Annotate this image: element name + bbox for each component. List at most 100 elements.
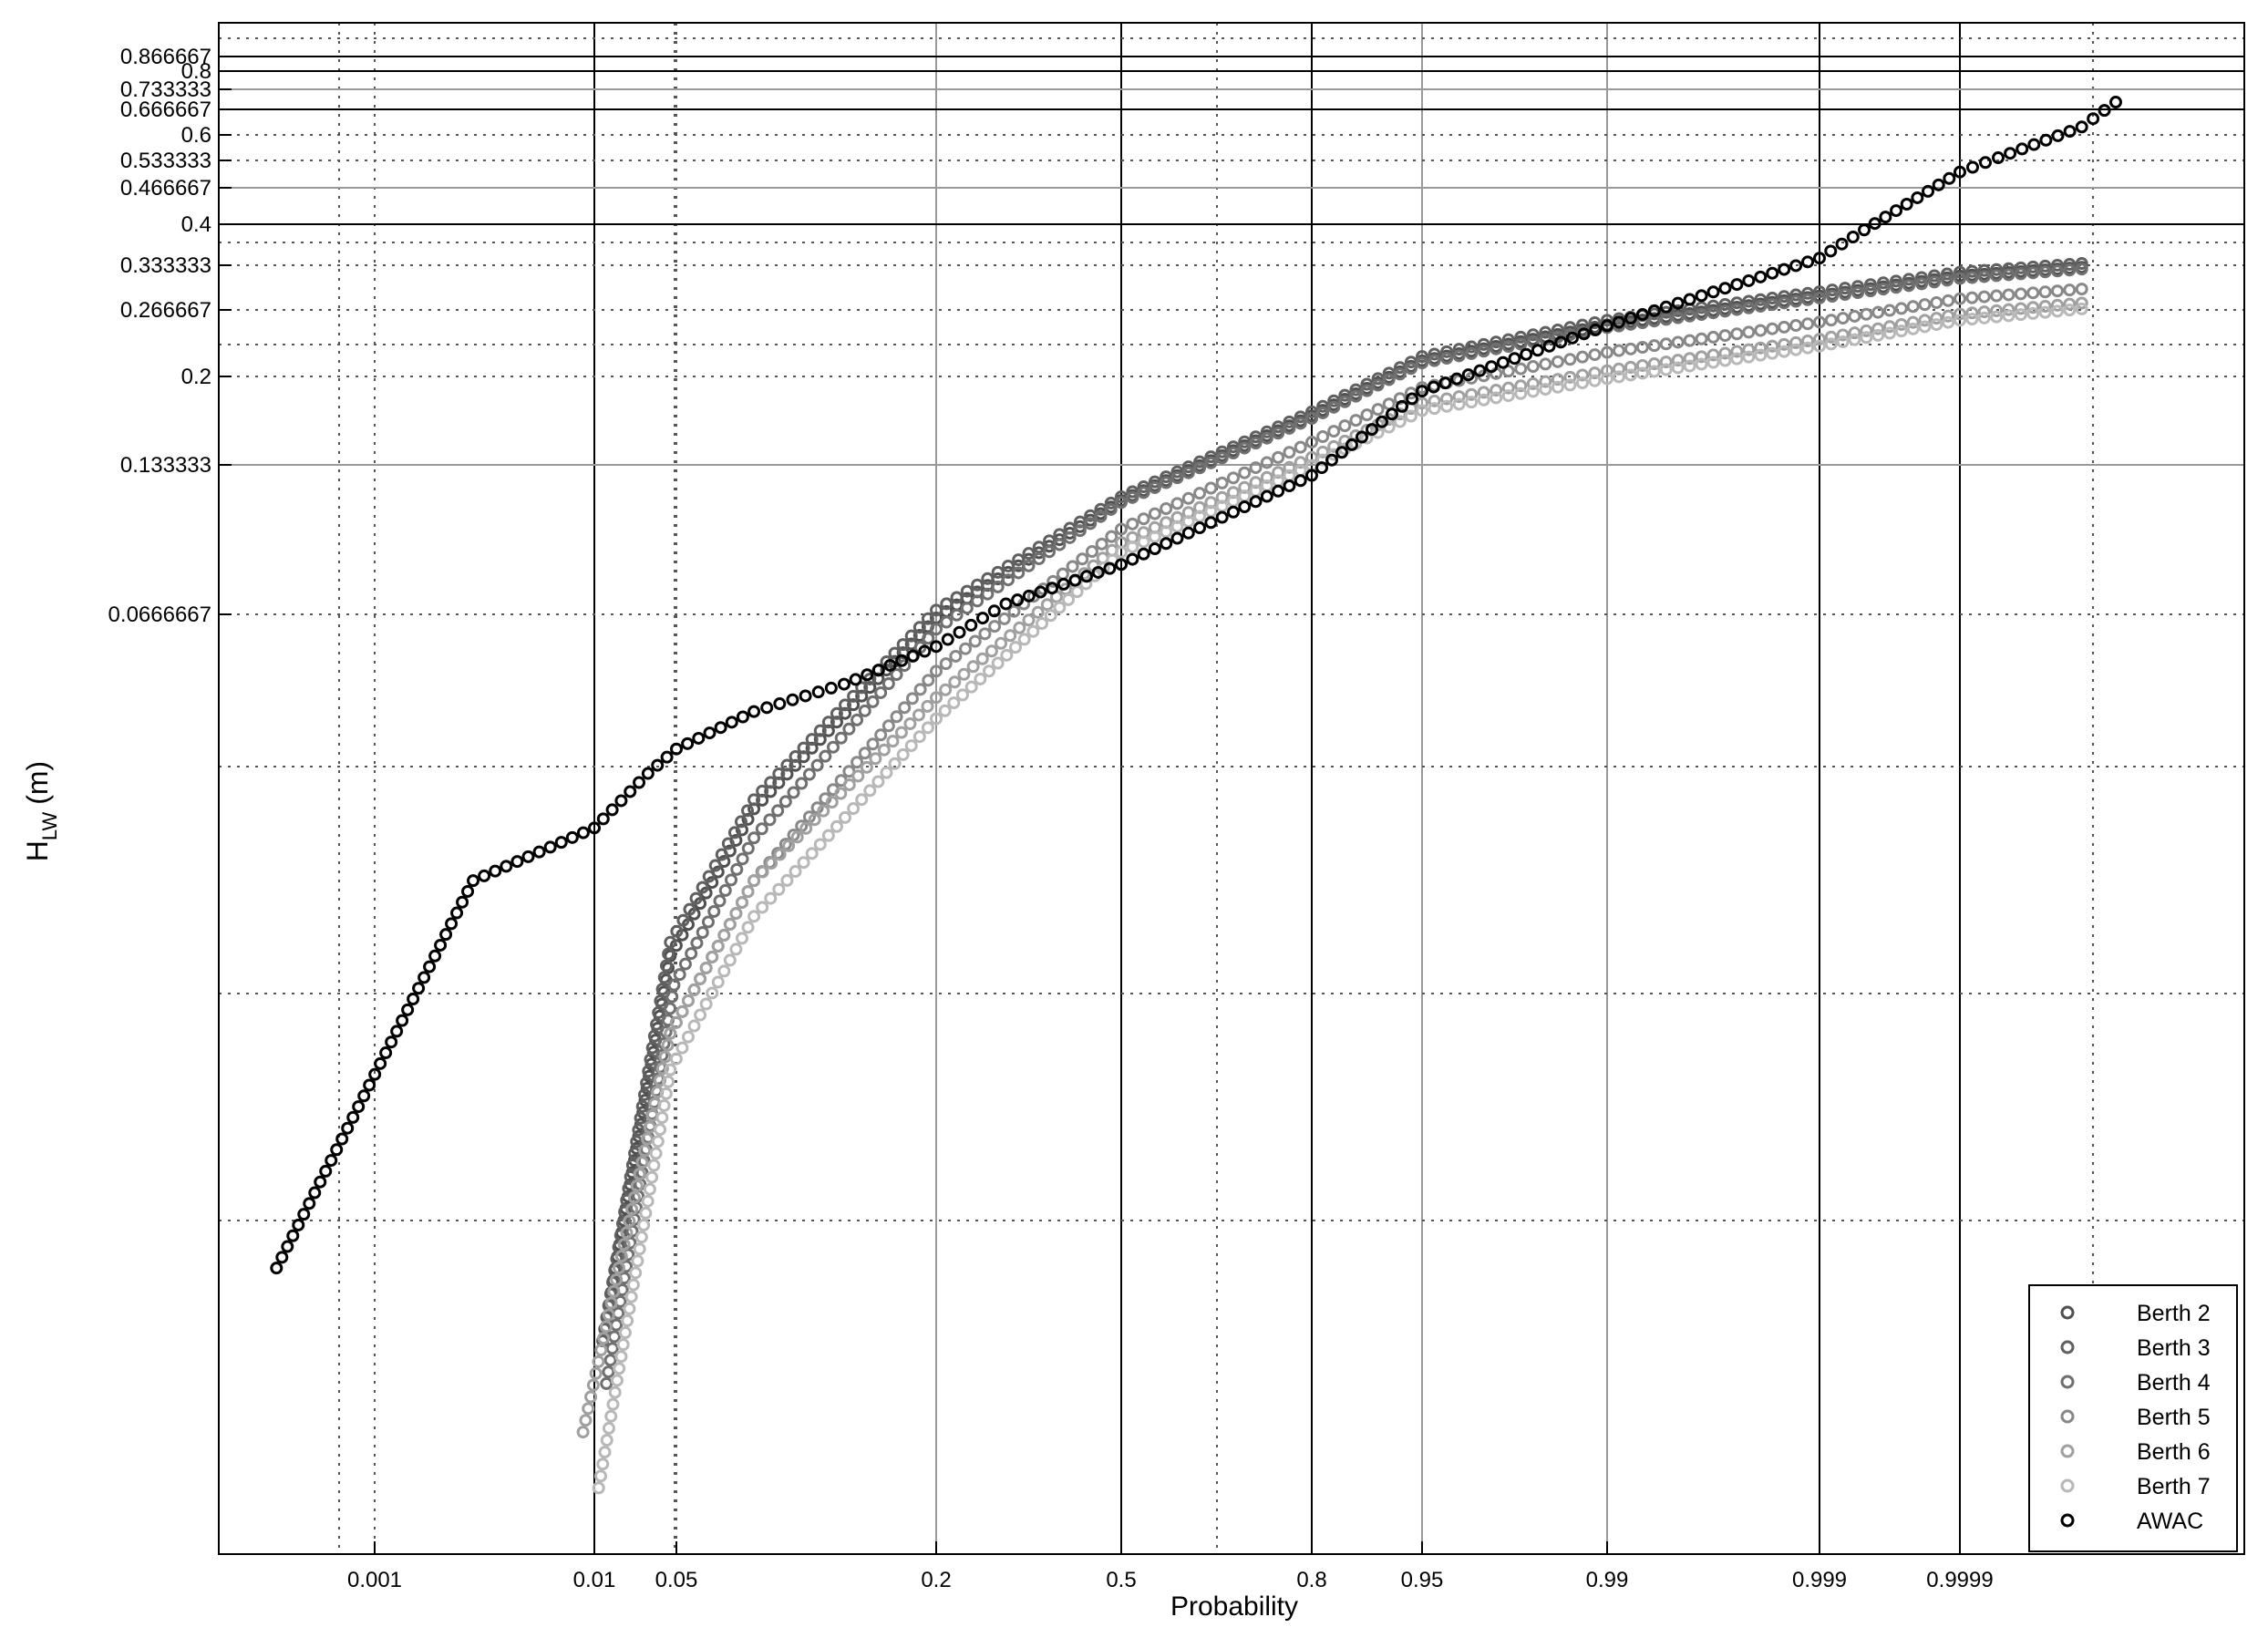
data-point (1094, 510, 1108, 523)
data-point (1977, 270, 1991, 283)
data-point (1514, 362, 1528, 376)
data-point (1305, 450, 1318, 464)
data-point (729, 907, 743, 921)
data-point (960, 584, 974, 598)
data-point (602, 1421, 615, 1435)
x-tick-label: 0.8 (1296, 1568, 1326, 1592)
legend-label: Berth 4 (2137, 1370, 2211, 1396)
data-point (1835, 237, 1849, 251)
legend: Berth 2 Berth 3 Berth 4 Berth 5 Berth 6 Berth… (2028, 1284, 2238, 1552)
data-point (701, 915, 715, 929)
data-point (1918, 314, 1932, 327)
data-point (1226, 505, 1240, 519)
data-point (837, 677, 850, 691)
data-point (1514, 379, 1528, 393)
data-point (789, 750, 802, 764)
data-point (1316, 445, 1330, 458)
data-point (1860, 324, 1873, 337)
data-point (1890, 204, 1903, 218)
data-point (1539, 325, 1552, 339)
data-point (968, 634, 982, 648)
data-point (723, 953, 737, 967)
data-point (1011, 593, 1025, 607)
data-point (991, 580, 1005, 593)
data-point (1718, 354, 1732, 367)
data-point (676, 913, 690, 927)
data-point (637, 1087, 651, 1101)
data-point (1440, 392, 1454, 406)
data-point (1416, 356, 1428, 370)
data-point (576, 1426, 590, 1439)
data-point (1115, 496, 1128, 510)
data-point (694, 1008, 707, 1022)
data-point (1990, 269, 2004, 283)
data-point (1563, 370, 1577, 384)
data-point (1954, 307, 1966, 321)
data-point (1754, 341, 1768, 355)
data-point (1148, 507, 1161, 520)
data-point (1068, 573, 1082, 587)
data-point (1204, 456, 1218, 469)
data-point (521, 850, 535, 863)
data-point (1283, 460, 1296, 474)
data-point (554, 836, 568, 850)
data-point (799, 689, 812, 703)
data-point (1465, 340, 1479, 354)
data-point (617, 1272, 631, 1285)
data-point (1801, 286, 1815, 300)
data-point (1181, 526, 1195, 540)
data-point (1695, 357, 1708, 371)
data-point (1404, 362, 1418, 376)
data-point (665, 990, 679, 1004)
data-point (1091, 565, 1105, 579)
data-point (1635, 358, 1649, 372)
data-point (817, 804, 830, 818)
data-point (1404, 409, 1418, 423)
data-point (1080, 570, 1094, 583)
data-point (664, 1026, 677, 1040)
data-point (1954, 272, 1966, 285)
data-point (1742, 325, 1756, 339)
data-point (379, 1046, 393, 1060)
data-point (991, 565, 1005, 579)
legend-box (2028, 1284, 2238, 1552)
data-point (1137, 535, 1150, 549)
data-point (912, 730, 926, 744)
data-point (1848, 309, 1861, 323)
y-axis-label-main: H (21, 840, 54, 861)
data-point (1851, 280, 1864, 294)
data-point (708, 859, 722, 872)
data-point (2063, 263, 2077, 277)
x-tick-label: 0.999 (1792, 1568, 1847, 1592)
data-point (950, 591, 964, 604)
data-point (819, 749, 832, 763)
data-point (683, 902, 696, 916)
data-point (1990, 289, 2004, 303)
data-point (940, 597, 954, 611)
data-point (2002, 268, 2015, 282)
plot-frame (218, 22, 2245, 1555)
data-point (735, 932, 748, 945)
data-point (1683, 334, 1696, 347)
x-tick-label: 0.05 (655, 1568, 698, 1592)
data-point (1742, 273, 1756, 287)
data-point (1918, 298, 1932, 312)
data-point (385, 1035, 398, 1049)
x-tick-label: 0.95 (1401, 1568, 1444, 1592)
data-point (1754, 299, 1768, 313)
data-point (598, 1446, 612, 1459)
data-point (1170, 520, 1184, 533)
data-point (633, 1242, 646, 1256)
data-point (797, 741, 810, 755)
data-point (660, 750, 674, 764)
data-point (363, 1078, 376, 1092)
data-point (851, 769, 865, 783)
data-point (314, 1175, 327, 1189)
x-tick-label: 0.5 (1106, 1568, 1136, 1592)
data-point (1742, 301, 1756, 314)
data-point (467, 874, 480, 888)
data-point (335, 1132, 349, 1146)
data-point (1294, 417, 1307, 430)
y-tick-label: 0.2 (181, 365, 211, 389)
data-point (860, 760, 873, 774)
